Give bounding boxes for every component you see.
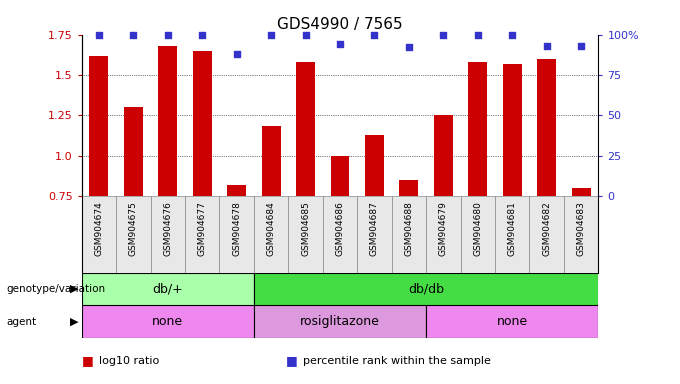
Text: GSM904676: GSM904676 — [163, 201, 172, 256]
Point — [163, 31, 173, 38]
Point — [335, 41, 345, 47]
Text: rosiglitazone: rosiglitazone — [300, 315, 380, 328]
Bar — [82, 305, 254, 338]
FancyBboxPatch shape — [220, 196, 254, 273]
Bar — [254, 305, 426, 338]
Bar — [296, 62, 315, 196]
FancyBboxPatch shape — [150, 196, 185, 273]
Bar — [124, 107, 143, 196]
FancyBboxPatch shape — [564, 196, 598, 273]
FancyBboxPatch shape — [392, 196, 426, 273]
Text: none: none — [152, 315, 184, 328]
Point — [266, 31, 277, 38]
Bar — [434, 115, 453, 196]
Text: GSM904682: GSM904682 — [542, 201, 551, 256]
Bar — [426, 305, 598, 338]
Text: GSM904674: GSM904674 — [95, 201, 103, 256]
Point — [438, 31, 449, 38]
Point — [300, 31, 311, 38]
Text: db/+: db/+ — [152, 283, 183, 295]
Text: GSM904685: GSM904685 — [301, 201, 310, 256]
Bar — [330, 156, 350, 196]
FancyBboxPatch shape — [357, 196, 392, 273]
Point — [93, 31, 104, 38]
Bar — [89, 56, 108, 196]
Point — [128, 31, 139, 38]
Point — [473, 31, 483, 38]
Text: ▶: ▶ — [69, 284, 78, 294]
Bar — [399, 180, 418, 196]
Point — [576, 43, 587, 49]
Bar — [262, 126, 281, 196]
Bar — [469, 62, 488, 196]
FancyBboxPatch shape — [323, 196, 357, 273]
FancyBboxPatch shape — [254, 196, 288, 273]
Bar — [192, 51, 211, 196]
Bar — [227, 185, 246, 196]
Bar — [503, 64, 522, 196]
Text: genotype/variation: genotype/variation — [7, 284, 106, 294]
Text: GSM904688: GSM904688 — [405, 201, 413, 256]
FancyBboxPatch shape — [116, 196, 150, 273]
Text: GSM904678: GSM904678 — [232, 201, 241, 256]
Bar — [82, 273, 254, 305]
Point — [369, 31, 380, 38]
Point — [403, 45, 414, 51]
Text: agent: agent — [7, 316, 37, 327]
Text: GSM904683: GSM904683 — [577, 201, 585, 256]
Text: GSM904677: GSM904677 — [198, 201, 207, 256]
FancyBboxPatch shape — [460, 196, 495, 273]
FancyBboxPatch shape — [495, 196, 530, 273]
FancyBboxPatch shape — [82, 196, 116, 273]
Title: GDS4990 / 7565: GDS4990 / 7565 — [277, 17, 403, 32]
Text: log10 ratio: log10 ratio — [99, 356, 159, 366]
Text: GSM904679: GSM904679 — [439, 201, 448, 256]
Point — [197, 31, 207, 38]
Text: GSM904687: GSM904687 — [370, 201, 379, 256]
Point — [507, 31, 517, 38]
Bar — [365, 134, 384, 196]
Text: GSM904680: GSM904680 — [473, 201, 482, 256]
Point — [541, 43, 552, 49]
Bar — [537, 59, 556, 196]
Text: none: none — [496, 315, 528, 328]
Text: ■: ■ — [286, 354, 301, 367]
FancyBboxPatch shape — [185, 196, 220, 273]
Bar — [572, 188, 591, 196]
Bar — [254, 273, 598, 305]
Text: GSM904681: GSM904681 — [508, 201, 517, 256]
FancyBboxPatch shape — [426, 196, 460, 273]
Text: ■: ■ — [82, 354, 97, 367]
Text: ▶: ▶ — [69, 316, 78, 327]
Text: db/db: db/db — [408, 283, 444, 295]
Point — [231, 51, 242, 57]
FancyBboxPatch shape — [530, 196, 564, 273]
Text: GSM904684: GSM904684 — [267, 201, 275, 256]
FancyBboxPatch shape — [288, 196, 323, 273]
Text: GSM904675: GSM904675 — [129, 201, 138, 256]
Text: percentile rank within the sample: percentile rank within the sample — [303, 356, 490, 366]
Bar — [158, 46, 177, 196]
Text: GSM904686: GSM904686 — [335, 201, 345, 256]
